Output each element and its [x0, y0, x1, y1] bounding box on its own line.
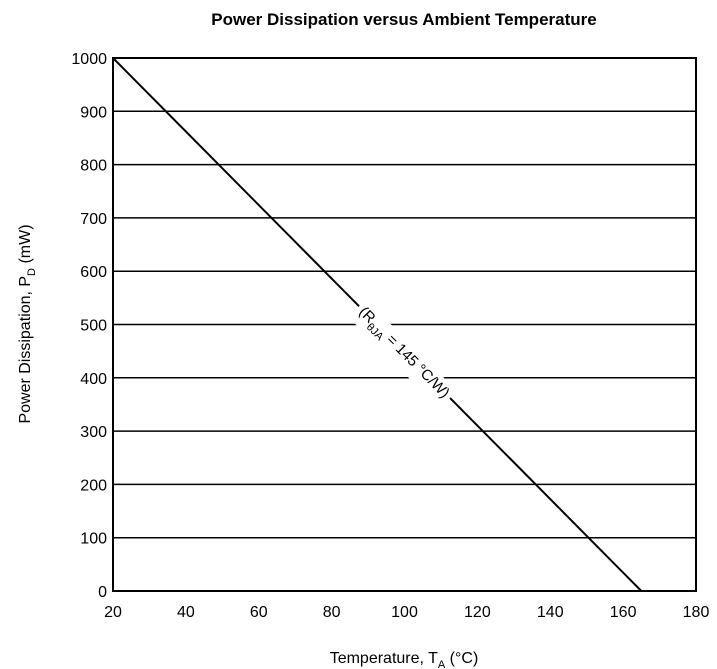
y-tick-label: 300	[80, 424, 107, 441]
x-tick-label: 100	[391, 604, 418, 621]
x-tick-label: 120	[464, 604, 491, 621]
thermal-resistance-annotation: (RθJA = 145 °C/W)	[348, 299, 458, 409]
x-tick-label: 160	[610, 604, 637, 621]
annotation-text: (RθJA = 145 °C/W)	[353, 304, 453, 405]
y-tick-labels: 0 100 200 300 400 500 600 700 800 900 1000	[71, 51, 107, 601]
y-tick-label: 100	[80, 531, 107, 548]
x-tick-labels: 20 40 60 80 100 120 140 160 180	[104, 604, 709, 621]
x-tick-label: 20	[104, 604, 122, 621]
y-axis-label: Power Dissipation, PD (mW)	[17, 224, 38, 423]
y-tick-label: 400	[80, 371, 107, 388]
y-tick-label: 200	[80, 477, 107, 494]
x-tick-label: 40	[177, 604, 195, 621]
y-tick-label: 600	[80, 264, 107, 281]
x-axis-label: Temperature, TA (°C)	[330, 650, 479, 669]
x-tick-label: 140	[537, 604, 564, 621]
x-tick-label: 60	[250, 604, 268, 621]
gridlines	[113, 110, 696, 539]
y-tick-label: 800	[80, 158, 107, 175]
plot-frame	[112, 57, 697, 592]
y-tick-label: 500	[80, 318, 107, 335]
y-tick-label: 0	[98, 584, 107, 601]
x-tick-label: 180	[683, 604, 710, 621]
x-tick-label: 80	[323, 604, 341, 621]
y-tick-label: 1000	[71, 51, 107, 68]
y-tick-label: 700	[80, 211, 107, 228]
y-tick-label: 900	[80, 104, 107, 121]
annotation-background	[348, 299, 458, 409]
annotation-close: = 145 °C/W)	[380, 328, 453, 401]
chart-title: Power Dissipation versus Ambient Tempera…	[211, 10, 596, 29]
